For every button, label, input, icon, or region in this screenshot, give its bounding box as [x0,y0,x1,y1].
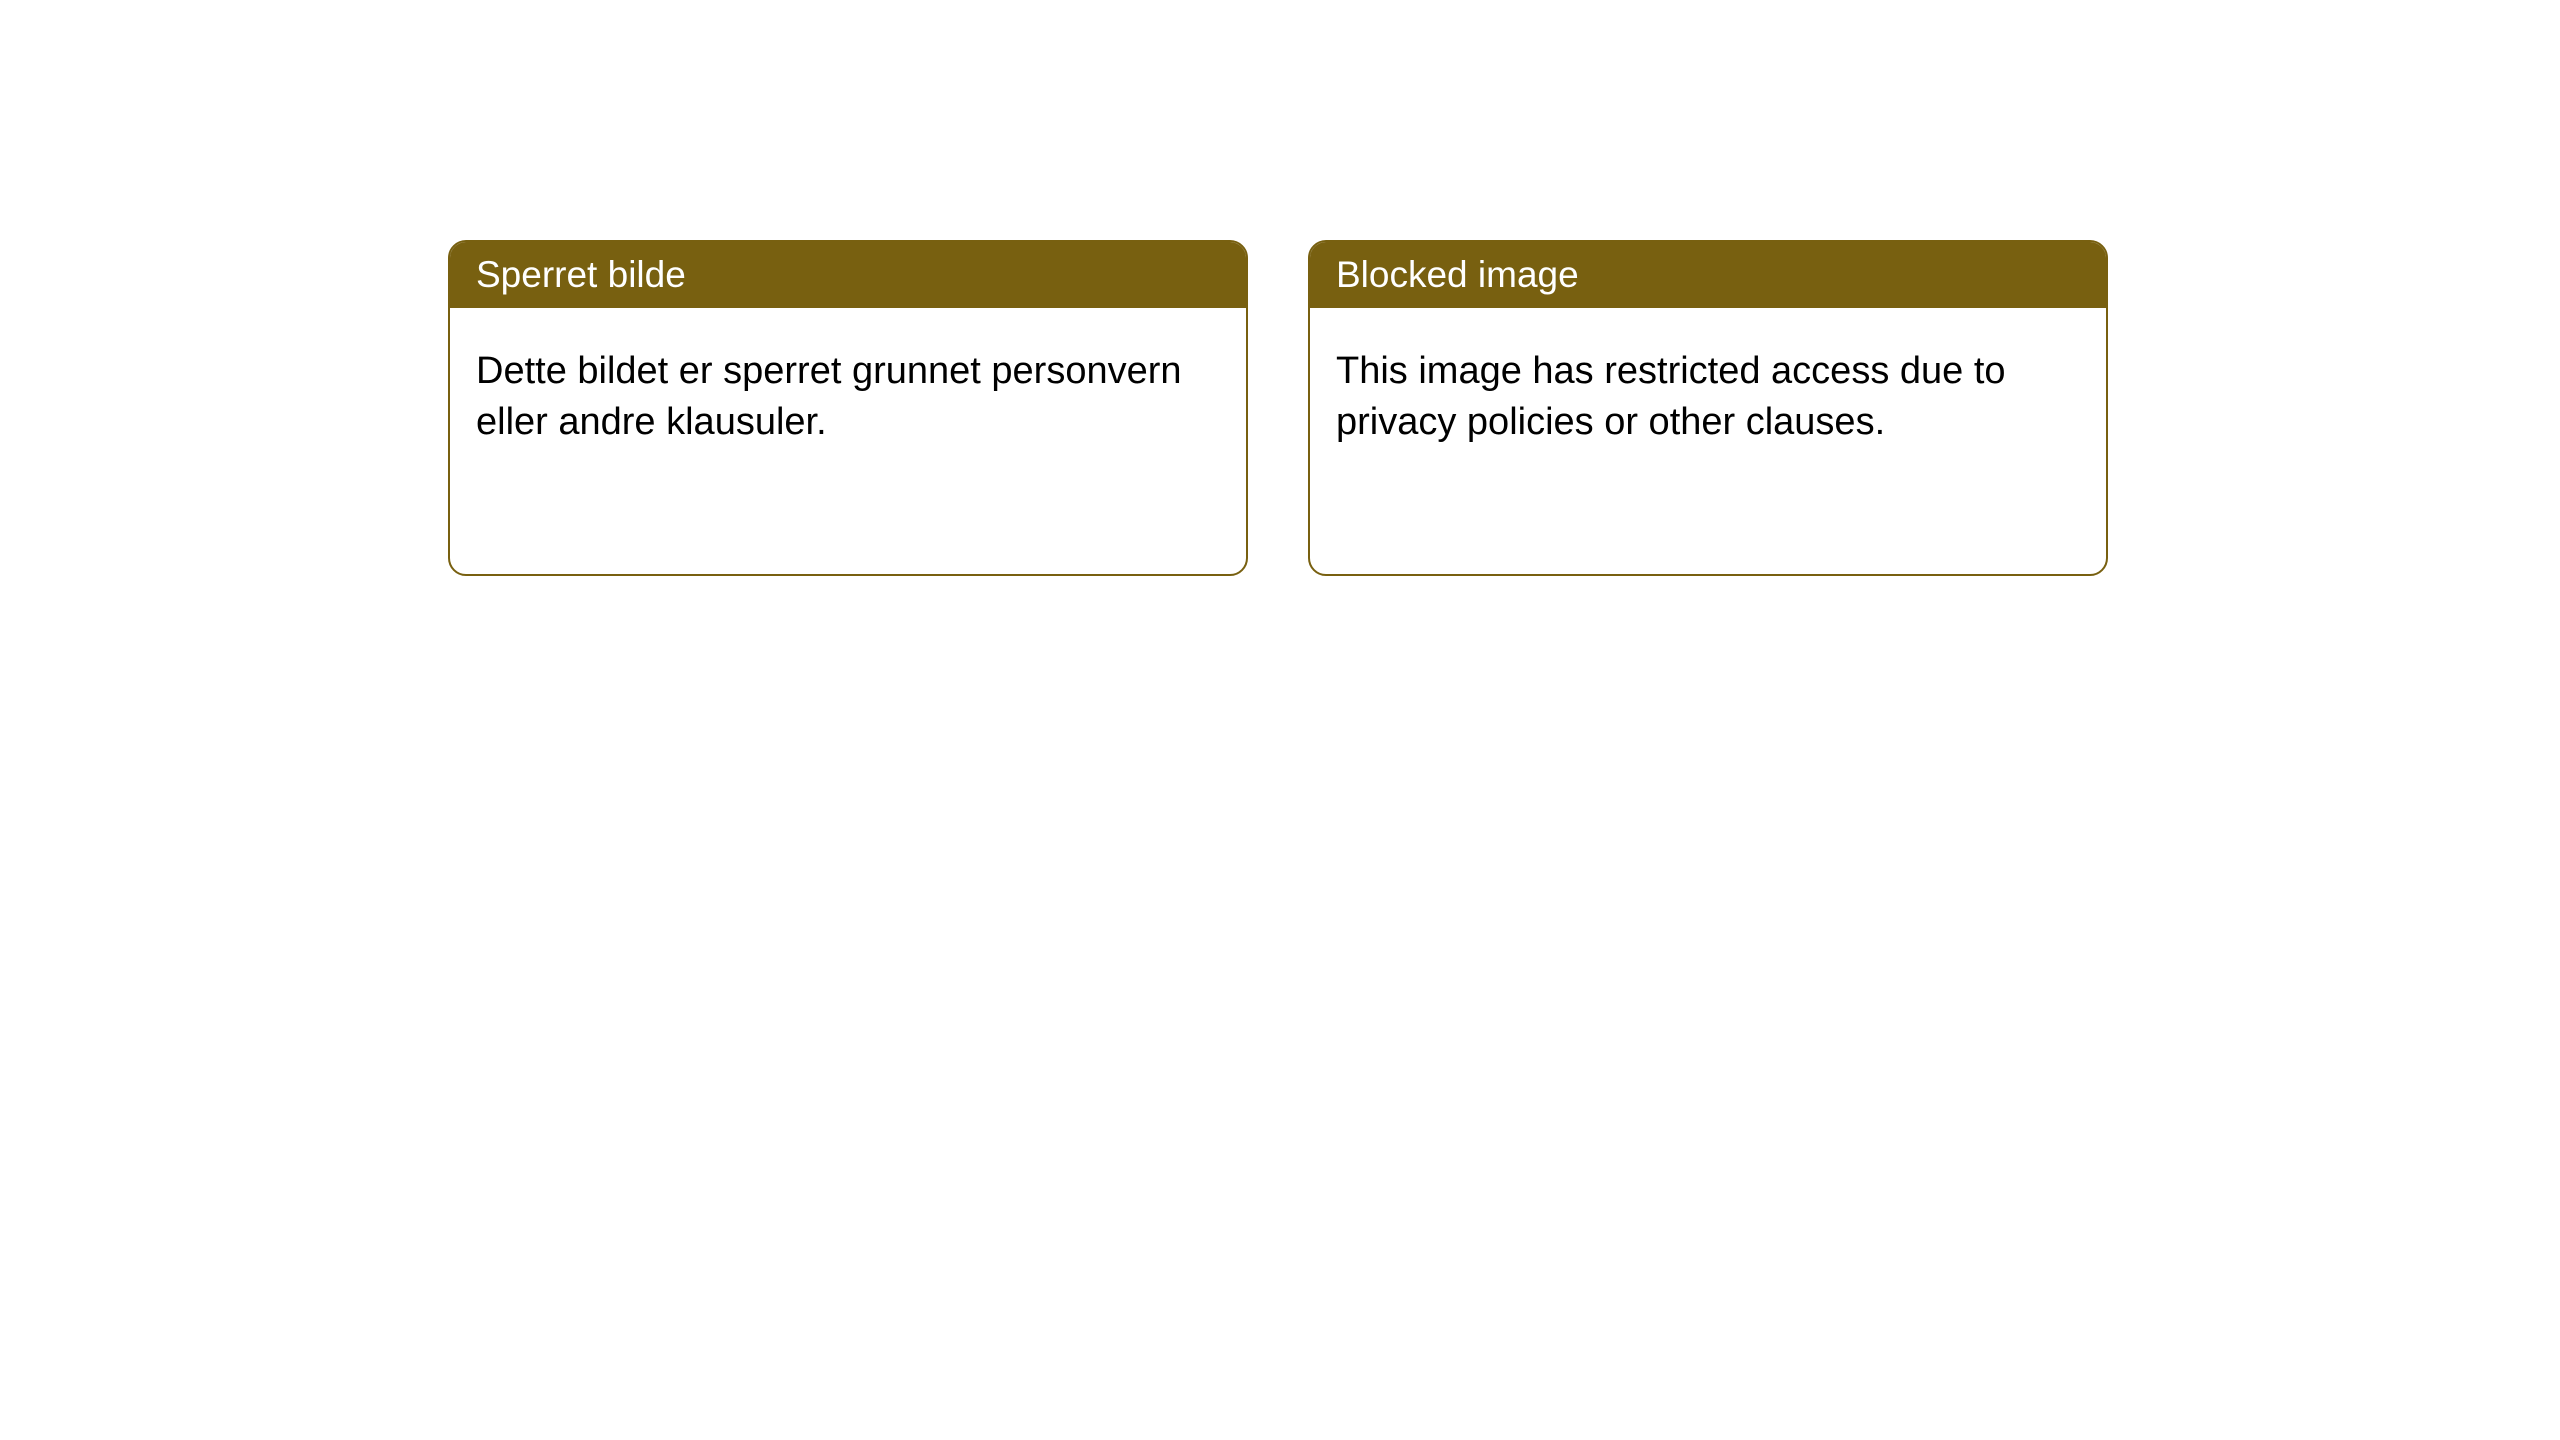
card-title: Sperret bilde [476,254,686,295]
card-body-text: This image has restricted access due to … [1336,350,2006,443]
card-body: Dette bildet er sperret grunnet personve… [450,308,1246,487]
card-header: Sperret bilde [450,242,1246,308]
notice-cards-container: Sperret bilde Dette bildet er sperret gr… [0,0,2560,576]
blocked-image-card-no: Sperret bilde Dette bildet er sperret gr… [448,240,1248,576]
card-body: This image has restricted access due to … [1310,308,2106,487]
blocked-image-card-en: Blocked image This image has restricted … [1308,240,2108,576]
card-header: Blocked image [1310,242,2106,308]
card-body-text: Dette bildet er sperret grunnet personve… [476,350,1182,443]
card-title: Blocked image [1336,254,1579,295]
